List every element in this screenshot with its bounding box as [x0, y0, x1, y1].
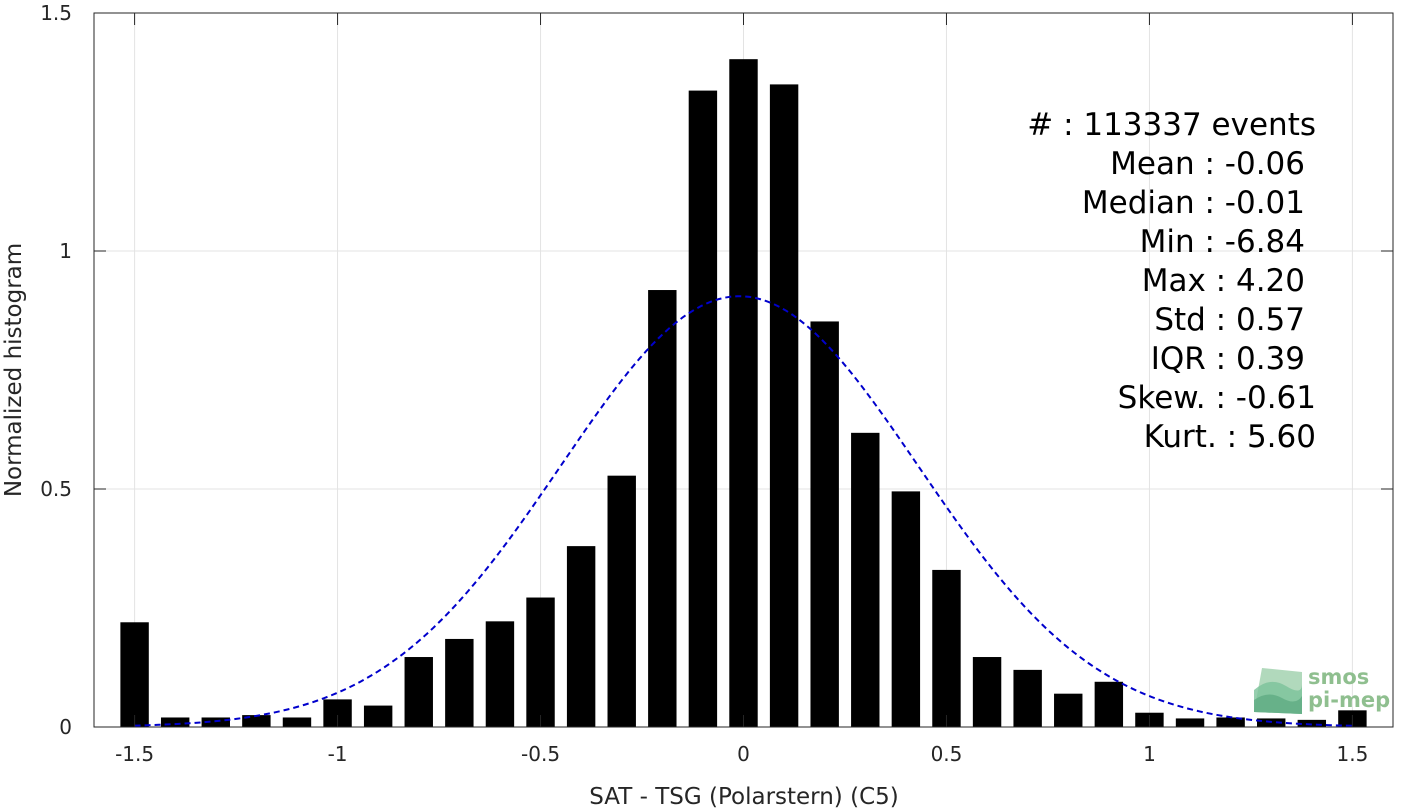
x-tick-label: 0.5: [931, 742, 963, 766]
x-tick-label: 0: [737, 742, 750, 766]
histogram-bar: [688, 90, 718, 727]
histogram-bar: [201, 717, 230, 727]
histogram-bar: [404, 657, 433, 727]
histogram-bar: [1094, 681, 1124, 727]
x-axis-label: SAT - TSG (Polarstern) (C5): [589, 784, 898, 809]
stat-line: Max : 4.20: [1142, 263, 1305, 299]
y-tick-label: 1: [59, 239, 72, 263]
histogram-bar: [607, 475, 636, 727]
histogram-bar: [363, 705, 393, 727]
histogram-bar: [566, 546, 596, 727]
histogram-bar: [160, 717, 190, 727]
bars: [120, 59, 1367, 728]
x-tick-label: -0.5: [521, 742, 560, 766]
histogram-bar: [729, 59, 758, 728]
axes: [93, 12, 1394, 728]
histogram-bar: [282, 717, 312, 727]
y-axis-label: Normalized histogram: [1, 243, 27, 497]
histogram-bar: [972, 657, 1002, 727]
histogram-bar: [1054, 693, 1083, 727]
stat-line: Min : -6.84: [1140, 224, 1305, 260]
y-tick-label: 1.5: [40, 1, 72, 25]
stat-line: Std : 0.57: [1154, 302, 1305, 338]
x-tick-label: -1: [328, 742, 348, 766]
stat-line: IQR : 0.39: [1151, 341, 1305, 377]
logo-line-2: pi-mep: [1308, 688, 1390, 712]
tick-labels: -1.5 -1 -0.5 0 0.5 1 1.5 0 0.5 1 1.5: [40, 1, 1368, 766]
y-tick-label: 0.5: [40, 477, 72, 501]
fit-curve-layer: [134, 295, 1353, 727]
x-tick-label: 1: [1143, 742, 1156, 766]
histogram-bar: [810, 321, 839, 727]
stat-line: Mean : -0.06: [1110, 146, 1305, 182]
stat-line: Skew. : -0.61: [1118, 380, 1316, 416]
histogram-bar: [120, 622, 149, 727]
histogram-bar: [932, 569, 961, 727]
normal-fit-curve: [134, 295, 1353, 727]
histogram-bar: [1297, 719, 1327, 727]
histogram-bar: [485, 621, 515, 727]
histogram-bar: [1013, 669, 1042, 727]
stat-line: # : 113337 events: [1027, 107, 1316, 143]
x-tick-label: -1.5: [115, 742, 154, 766]
x-tick-label: 1.5: [1337, 742, 1369, 766]
histogram-bar: [648, 290, 677, 727]
histogram-bar: [1216, 717, 1245, 727]
stat-line: Median : -0.01: [1082, 185, 1305, 221]
histogram-bar: [445, 638, 474, 727]
histogram-bar: [1175, 718, 1205, 727]
histogram-bar: [851, 432, 880, 727]
smos-pi-mep-logo: smos pi-mep: [1254, 665, 1390, 714]
logo-mark-icon: [1254, 668, 1302, 714]
histogram-bar: [891, 491, 921, 727]
logo-line-1: smos: [1308, 665, 1369, 689]
y-tick-label: 0: [59, 715, 72, 739]
histogram-bar: [769, 84, 799, 727]
histogram-bar: [242, 715, 271, 727]
stat-line: Kurt. : 5.60: [1144, 419, 1316, 455]
histogram-bar: [526, 597, 555, 727]
